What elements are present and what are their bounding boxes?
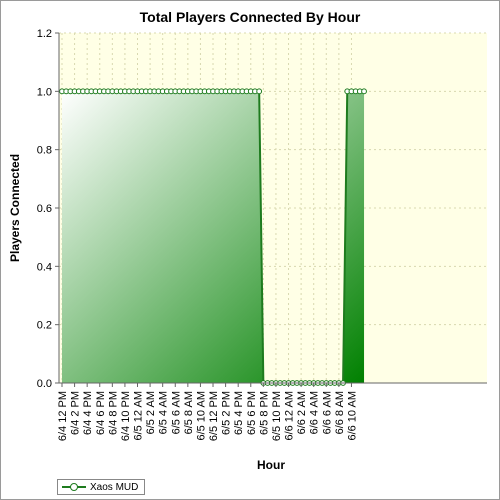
- x-tick-label: 6/6 12 AM: [284, 391, 296, 441]
- x-axis-title: Hour: [257, 458, 285, 472]
- x-tick-label: 6/5 6 PM: [246, 391, 258, 435]
- legend-swatch-icon: [62, 482, 86, 492]
- x-tick-label: 6/6 6 AM: [321, 391, 333, 434]
- x-tick-label: 6/5 8 PM: [258, 391, 270, 435]
- data-point: [361, 88, 367, 95]
- legend-label: Xaos MUD: [90, 481, 139, 493]
- x-tick-label: 6/4 10 PM: [120, 391, 132, 441]
- x-tick-label: 6/5 6 AM: [170, 391, 182, 434]
- x-tick-labels: 6/4 12 PM 6/4 2 PM 6/4 4 PM 6/4 6 PM 6/4 8 P…: [57, 383, 358, 441]
- y-axis-title: Players Connected: [8, 154, 22, 262]
- x-tick-label: 6/4 4 PM: [82, 391, 94, 435]
- y-tick-label: 0.6: [37, 203, 52, 215]
- x-tick-label: 6/5 12 AM: [133, 391, 145, 441]
- x-tick-label: 6/5 4 AM: [158, 391, 170, 434]
- y-tick-label: 1.0: [37, 86, 52, 98]
- x-tick-label: 6/4 6 PM: [95, 391, 107, 435]
- x-tick-label: 6/6 4 AM: [309, 391, 321, 434]
- x-tick-label: 6/5 10 PM: [271, 391, 283, 441]
- x-tick-label: 6/6 10 AM: [346, 391, 358, 441]
- x-tick-label: 6/4 8 PM: [107, 391, 119, 435]
- y-tick-label: 0.8: [37, 145, 52, 157]
- x-tick-label: 6/6 2 AM: [296, 391, 308, 434]
- series-area: [62, 91, 365, 383]
- x-tick-label: 6/5 10 AM: [195, 391, 207, 441]
- chart-title: Total Players Connected By Hour: [140, 9, 361, 25]
- data-point: [256, 88, 263, 95]
- legend: Xaos MUD: [57, 479, 146, 495]
- y-tick-label: 0.4: [37, 261, 52, 273]
- x-tick-label: 6/6 8 AM: [334, 391, 346, 434]
- y-tick-label: 1.2: [37, 28, 52, 40]
- y-tick-label: 0.2: [37, 320, 52, 332]
- y-tick-label: 0.0: [37, 378, 52, 390]
- y-tick-labels: 0.0 0.2 0.4 0.6 0.8 1.0 1.2: [37, 28, 59, 390]
- x-tick-label: 6/4 2 PM: [70, 391, 82, 435]
- x-tick-label: 6/5 2 AM: [145, 391, 157, 434]
- x-tick-label: 6/5 2 PM: [221, 391, 233, 435]
- x-tick-label: 6/5 4 PM: [233, 391, 245, 435]
- x-tick-label: 6/5 12 PM: [208, 391, 220, 441]
- x-tick-label: 6/5 8 AM: [183, 391, 195, 434]
- x-tick-label: 6/4 12 PM: [57, 391, 69, 441]
